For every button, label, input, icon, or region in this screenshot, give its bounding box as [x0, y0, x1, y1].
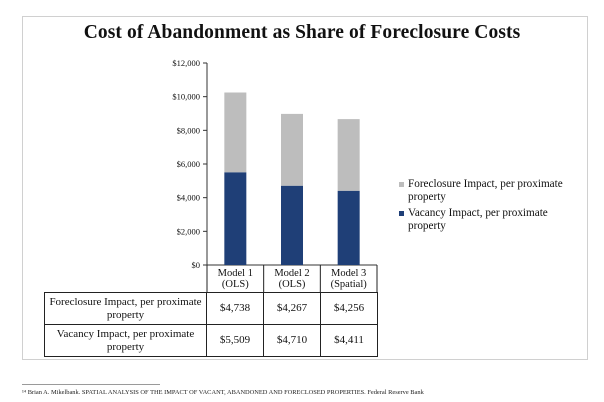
- x-category-label: Model 3: [331, 268, 366, 279]
- bar-foreclosure: [281, 113, 303, 186]
- chart-legend: Foreclosure Impact, per proximate proper…: [399, 178, 579, 236]
- table-cell: $4,267: [263, 292, 321, 325]
- legend-label-vacancy: Vacancy Impact, per proximate property: [408, 207, 548, 232]
- bar-vacancy: [337, 190, 360, 265]
- legend-swatch-vacancy: [399, 211, 404, 216]
- bar-foreclosure: [337, 119, 360, 191]
- legend-item-foreclosure: Foreclosure Impact, per proximate proper…: [399, 178, 579, 204]
- table-row-vacancy: Vacancy Impact, per proximate property $…: [44, 324, 378, 357]
- x-category-label: Model 1: [218, 268, 253, 279]
- y-tick-label: $0: [192, 260, 201, 270]
- footnote: ¹⁴ Brian A. Mikelbank. SPATIAL ANALYSIS …: [22, 389, 424, 396]
- table-cell: $4,256: [320, 292, 378, 325]
- y-tick-label: $12,000: [172, 58, 200, 68]
- y-tick-label: $4,000: [177, 193, 200, 203]
- footnote-divider: [22, 384, 160, 385]
- bar-vacancy: [281, 185, 303, 265]
- table-cell: $4,710: [263, 324, 321, 357]
- table-row-foreclosure: Foreclosure Impact, per proximate proper…: [44, 292, 378, 325]
- y-tick-label: $10,000: [172, 92, 200, 102]
- chart-data-table: Foreclosure Impact, per proximate proper…: [44, 292, 378, 357]
- y-tick-label: $6,000: [177, 159, 200, 169]
- bar-foreclosure: [224, 92, 247, 173]
- legend-swatch-foreclosure: [399, 182, 404, 187]
- table-row-label: Foreclosure Impact, per proximate proper…: [44, 292, 207, 325]
- table-cell: $4,411: [320, 324, 378, 357]
- y-tick-label: $8,000: [177, 125, 200, 135]
- table-cell: $5,509: [206, 324, 264, 357]
- x-category-label: (OLS): [222, 279, 249, 290]
- table-row-label: Vacancy Impact, per proximate property: [44, 324, 207, 357]
- bar-vacancy: [224, 172, 247, 265]
- chart-title: Cost of Abandonment as Share of Foreclos…: [83, 22, 521, 43]
- x-category-label: (OLS): [279, 279, 306, 290]
- legend-item-vacancy: Vacancy Impact, per proximate property: [399, 207, 579, 233]
- legend-label-foreclosure: Foreclosure Impact, per proximate proper…: [408, 178, 563, 203]
- y-tick-label: $2,000: [177, 226, 200, 236]
- x-category-label: (Spatial): [331, 279, 368, 290]
- x-category-label: Model 2: [274, 268, 309, 279]
- table-cell: $4,738: [206, 292, 264, 325]
